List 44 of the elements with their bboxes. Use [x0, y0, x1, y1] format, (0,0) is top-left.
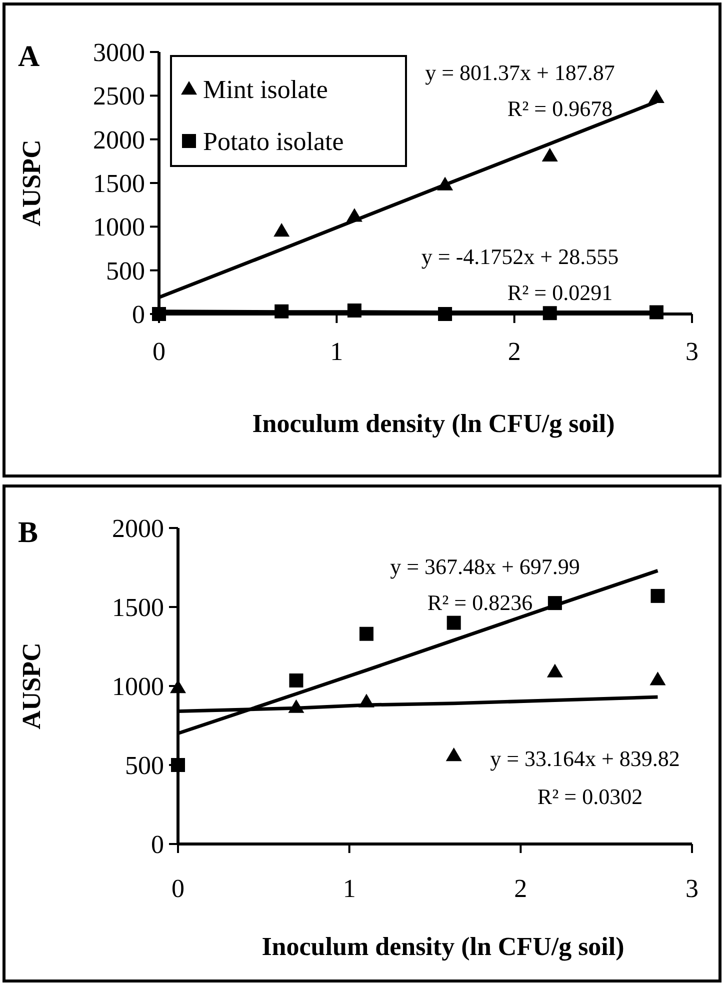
- annotation: R² = 0.0291: [507, 280, 613, 305]
- annotation: y = 33.164x + 839.82: [490, 746, 680, 771]
- point: [289, 673, 304, 688]
- point: [446, 616, 461, 630]
- chart-title: A: [18, 40, 40, 73]
- x-tick-label: 1: [330, 337, 344, 366]
- y-tick-label: 0: [132, 300, 145, 329]
- annotation: R² = 0.8236: [427, 590, 533, 615]
- y-axis-title: AUSPC: [17, 140, 46, 226]
- point: [650, 672, 666, 686]
- x-tick-label: 1: [342, 874, 356, 903]
- annotation: R² = 0.9678: [507, 96, 613, 121]
- y-tick-label: 500: [106, 256, 145, 286]
- y-tick-label: 2000: [112, 514, 164, 543]
- legend-label: Mint isolate: [203, 75, 328, 104]
- point: [274, 223, 290, 237]
- x-axis-title: Inoculum density (ln CFU/g soil): [252, 409, 615, 438]
- point: [650, 588, 665, 603]
- annotation: R² = 0.0302: [537, 784, 643, 809]
- x-tick-label: 0: [172, 874, 184, 903]
- y-tick-label: 2500: [93, 82, 145, 111]
- legend-label: Potato isolate: [203, 127, 344, 156]
- chart-title: B: [18, 516, 38, 549]
- y-tick-label: 3000: [93, 38, 145, 67]
- point: [546, 664, 563, 678]
- point: [359, 626, 374, 641]
- y-tick-label: 0: [151, 830, 164, 859]
- annotation: y = 801.37x + 187.87: [425, 60, 615, 85]
- x-tick-label: 3: [686, 874, 698, 903]
- point: [542, 148, 558, 162]
- x-axis-title: Inoculum density (ln CFU/g soil): [262, 932, 624, 961]
- y-tick-label: 1500: [112, 593, 164, 622]
- point: [446, 748, 462, 762]
- x-tick-label: 3: [686, 337, 698, 366]
- y-tick-label: 1500: [93, 169, 145, 198]
- y-tick-label: 1000: [112, 672, 164, 701]
- y-tick-label: 1000: [93, 212, 145, 242]
- x-tick-label: 2: [508, 337, 521, 366]
- x-tick-label: 2: [514, 874, 528, 903]
- y-tick-label: 2000: [93, 125, 145, 154]
- y-tick-label: 500: [125, 751, 164, 780]
- annotation: y = -4.1752x + 28.555: [421, 244, 619, 269]
- annotation: y = 367.48x + 697.99: [390, 554, 580, 579]
- y-axis-title: AUSPC: [17, 642, 46, 730]
